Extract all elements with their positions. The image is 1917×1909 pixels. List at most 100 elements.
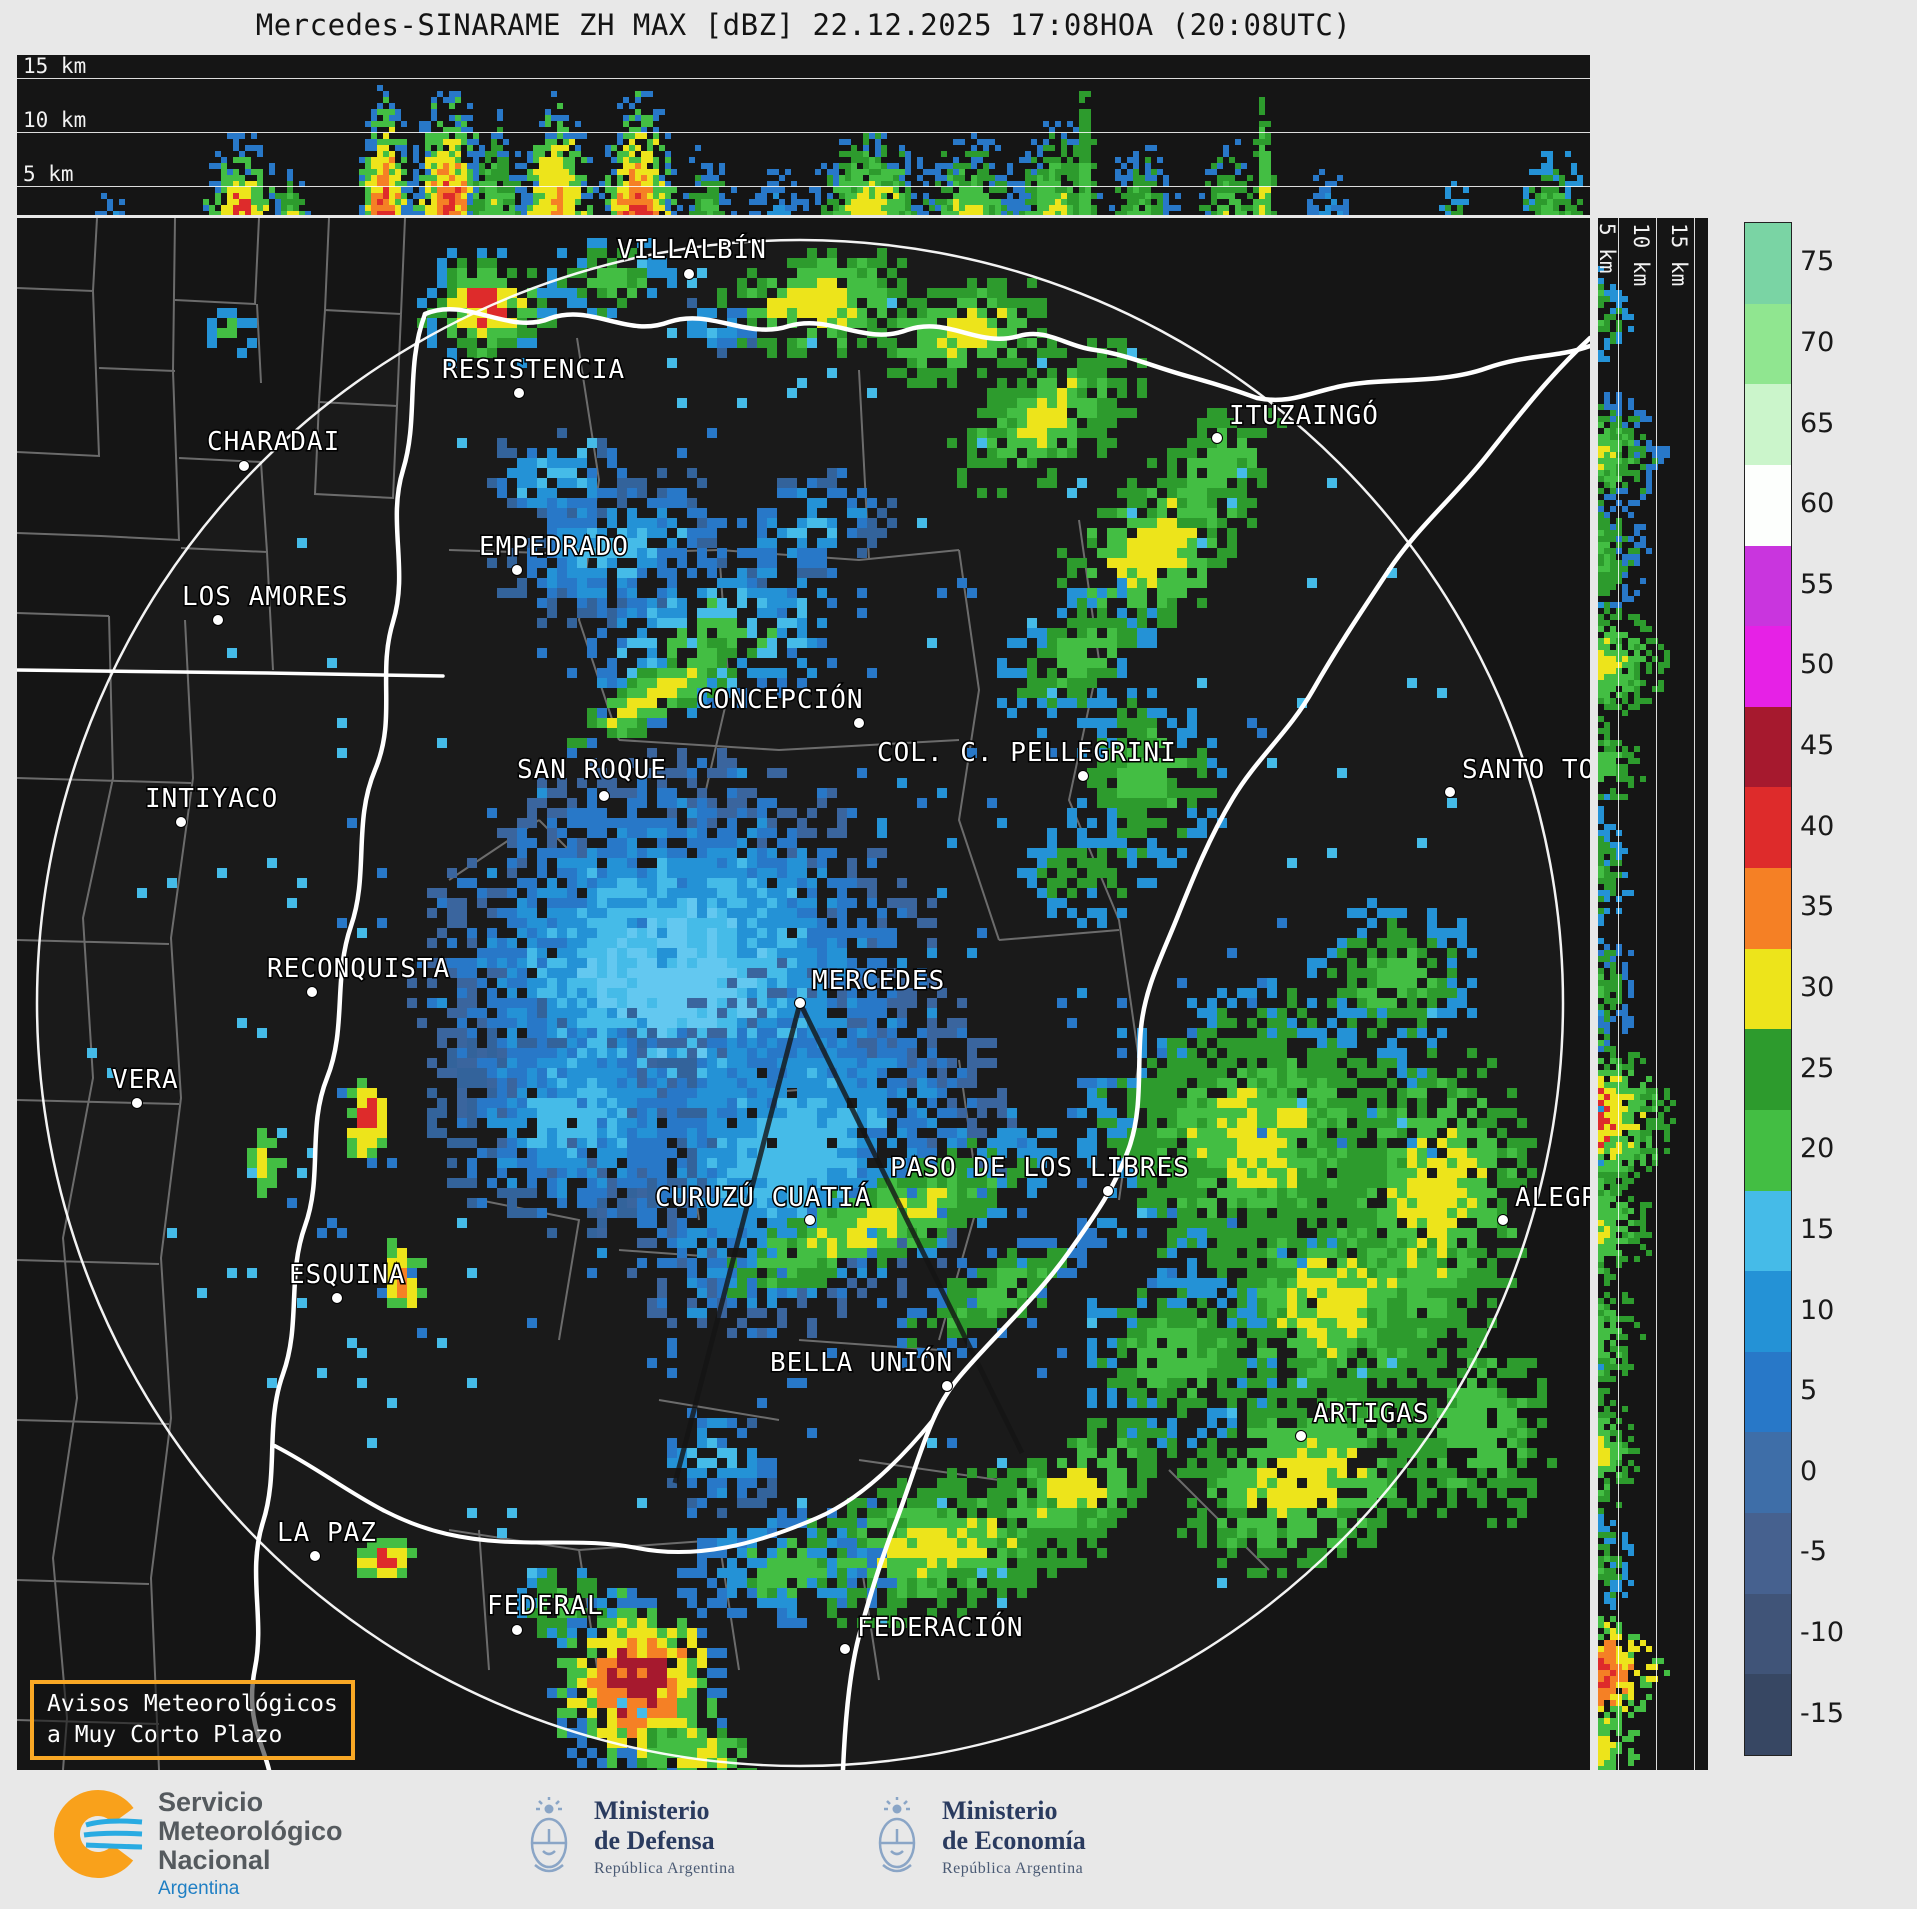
city-label: INTIYACO [145,784,278,814]
footer: Servicio Meteorológico Nacional Argentin… [0,1770,1917,1909]
city-label: CONCEPCIÓN [697,683,864,715]
city-label: VILLALBÍN [617,233,767,265]
ministry-economia-text: Ministerio de Economía República Argenti… [942,1796,1086,1878]
coat-of-arms-icon [878,1797,916,1873]
colorbar-segment [1745,1190,1791,1272]
city-dot [331,1292,343,1304]
colorbar-tick-label: 75 [1800,246,1835,277]
city-label: EMPEDRADO [479,532,629,562]
city-dot [1444,786,1456,798]
colorbar-segment [1745,1432,1791,1513]
colorbar-segment [1745,868,1791,949]
colorbar-segment [1745,1109,1791,1191]
colorbar-segment [1745,706,1791,788]
axis-label-10km-right: 10 km [1629,223,1653,287]
ministry-defensa-block: Ministerio de Defensa República Argentin… [520,1796,735,1878]
smn-line-2: Meteorológico [158,1816,343,1846]
colorbar-tick-label: 0 [1800,1456,1818,1487]
axis-label-15km: 15 km [23,55,87,78]
colorbar-segment [1745,626,1791,707]
radar-echoes [87,238,1557,1770]
river-uruguay [840,335,1590,1770]
city-dot [238,460,250,472]
top-cross-section-echoes [95,85,1583,215]
city-label: VERA [112,1065,179,1095]
city-label: SAN ROQUE [517,755,667,785]
warning-box: Avisos Meteorológicos a Muy Corto Plazo [30,1680,355,1760]
city-label: RESISTENCIA [442,355,625,385]
colorbar-tick-label: 70 [1800,327,1835,358]
city-dot [1295,1430,1307,1442]
beam-blockage-spokes [672,1001,1025,1484]
city-dot [131,1097,143,1109]
defensa-sub: República Argentina [594,1860,736,1877]
height-line-5km-right [1618,218,1619,1770]
river-mocoreta-border [273,1418,935,1555]
colorbar-segment [1745,545,1791,627]
dbz-colorbar [1744,222,1792,1756]
axis-label-15km-right: 15 km [1667,223,1691,287]
city-dot [598,790,610,802]
height-line-10km-right [1656,218,1657,1770]
economia-sub: República Argentina [942,1860,1084,1877]
city-label: SANTO TOMÉ [1462,753,1590,785]
height-line-15km-right [1694,218,1695,1770]
colorbar-tick-label: 50 [1800,649,1835,680]
coat-of-arms-icon [530,1797,568,1873]
colorbar-tick-label: 15 [1800,1214,1835,1245]
dbz-colorbar-labels: 75 70 65 60 55 50 45 40 35 30 25 20 15 10 5 0 -5 -10 -15 [1800,222,1900,1754]
right-cross-section-panel: 5 km 10 km 15 km [1598,218,1708,1770]
colorbar-segment [1745,464,1791,546]
ministry-economia-block: Ministerio de Economía República Argenti… [868,1796,1086,1878]
smn-line-1: Servicio [158,1787,264,1817]
colorbar-segment [1745,948,1791,1030]
city-label: BELLA UNIÓN [770,1346,953,1378]
axis-label-10km: 10 km [23,108,87,132]
colorbar-tick-label: -5 [1800,1536,1827,1567]
smn-logo-block: Servicio Meteorológico Nacional Argentin… [52,1788,343,1900]
city-dot [511,1624,523,1636]
city-dot [804,1214,816,1226]
city-label: COL. C. PELLEGRINI [877,738,1177,768]
colorbar-tick-label: 25 [1800,1053,1835,1084]
city-label: RECONQUISTA [267,954,450,984]
economia-line-1: Ministerio [942,1796,1058,1825]
city-dot [1102,1185,1114,1197]
city-label: ALEGRETE [1515,1183,1590,1213]
city-label: ESQUINA [289,1260,406,1290]
city-label: MERCEDES [812,966,945,996]
city-label: ITUZAINGÓ [1229,399,1379,431]
colorbar-tick-label: 5 [1800,1375,1818,1406]
colorbar-tick-label: 35 [1800,891,1835,922]
city-dot [853,717,865,729]
city-label: CURUZÚ CUATIÁ [655,1181,872,1213]
colorbar-tick-label: -15 [1800,1698,1845,1729]
colorbar-segment [1745,1271,1791,1352]
colorbar-tick-label: -10 [1800,1617,1845,1648]
smn-text: Servicio Meteorológico Nacional Argentin… [158,1788,343,1900]
colorbar-segment [1745,1029,1791,1110]
colorbar-segment [1745,1674,1791,1755]
province-border-line [17,668,445,678]
height-line-15km [17,78,1590,79]
warning-line-2: a Muy Corto Plazo [47,1722,283,1748]
river-parana-upper [422,307,1590,403]
city-markers-layer: VILLALBÍN RESISTENCIA CHARADAI ITUZAINGÓ EMP… [111,232,1590,1655]
page-title: Mercedes-SINARAME ZH MAX [dBZ] 22.12.202… [255,8,1352,42]
city-dot [309,1550,321,1562]
right-cross-section-echoes [1598,266,1676,1770]
river-parana-west [249,311,428,1770]
city-dot [1077,770,1089,782]
city-dot [511,564,523,576]
city-label: LA PAZ [277,1518,377,1548]
top-cross-section-panel: 15 km 10 km 5 km [17,55,1590,215]
city-dot [306,986,318,998]
colorbar-segment [1745,303,1791,385]
colorbar-tick-label: 55 [1800,569,1835,600]
colorbar-segment [1745,1593,1791,1675]
smn-logo-icon [54,1790,143,1878]
colorbar-tick-label: 10 [1800,1295,1835,1326]
colorbar-tick-label: 65 [1800,408,1835,439]
city-dot [794,997,806,1009]
